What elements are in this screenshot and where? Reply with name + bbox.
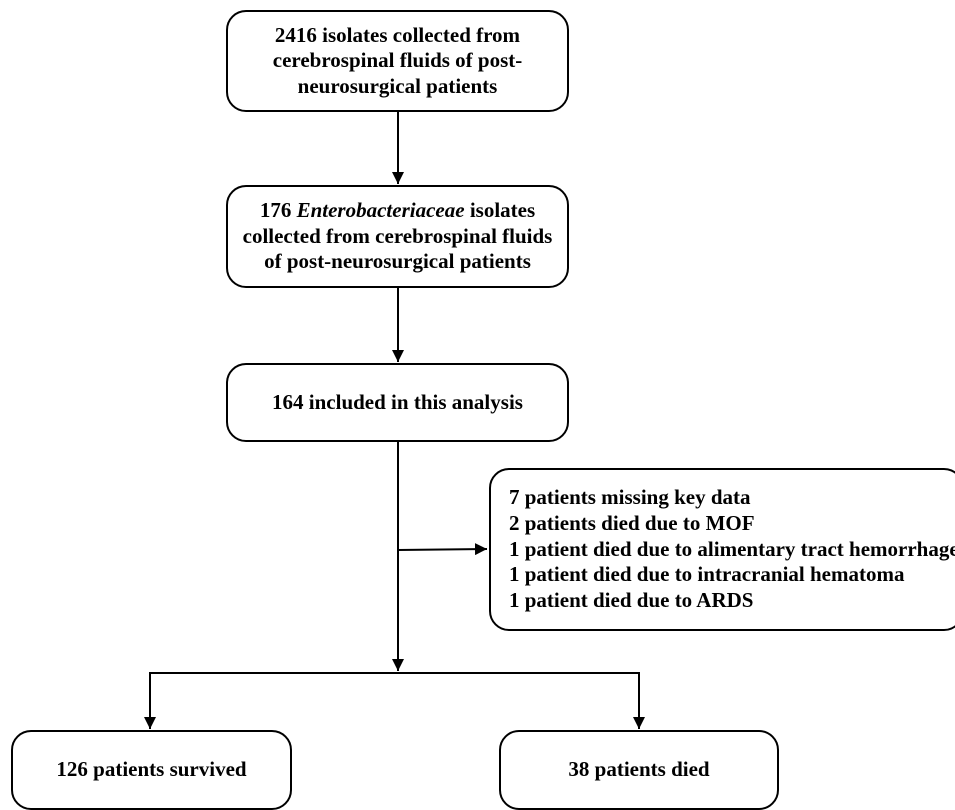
node-included-analysis: 164 included in this analysis	[226, 363, 569, 442]
isolate-word: isolates	[464, 198, 536, 223]
edge-to-excluded	[397, 543, 488, 556]
exclusion-item: 1 patient died due to intracranial hemat…	[509, 562, 905, 587]
node-text-line: 126 patients survived	[56, 757, 247, 782]
exclusion-item: 2 patients died due to MOF	[509, 511, 755, 536]
node-text-line: 2416 isolates collected from	[274, 22, 521, 47]
exclusion-item: 7 patients missing key data	[509, 485, 751, 510]
node-isolates-collected: 2416 isolates collected from cerebrospin…	[226, 10, 569, 112]
node-text-line: 176 Enterobacteriaceae isolates	[243, 198, 553, 224]
node-text-line: cerebrospinal fluids of post-	[272, 48, 523, 73]
node-text-line: of post-neurosurgical patients	[264, 249, 531, 274]
node-excluded-patients: 7 patients missing key data 2 patients d…	[489, 468, 955, 631]
node-text-line: collected from cerebrospinal fluids	[242, 223, 553, 248]
node-patients-survived: 126 patients survived	[11, 730, 292, 810]
taxon-name: Enterobacteriaceae	[296, 198, 465, 223]
exclusion-item: 1 patient died due to ARDS	[509, 587, 754, 612]
node-text-line: 38 patients died	[568, 757, 710, 782]
isolate-count: 176	[259, 198, 297, 223]
exclusion-item: 1 patient died due to alimentary tract h…	[509, 536, 955, 561]
node-enterobacteriaceae-isolates: 176 Enterobacteriaceae isolates collecte…	[226, 185, 569, 288]
node-text-line: neurosurgical patients	[297, 73, 498, 98]
node-patients-died: 38 patients died	[499, 730, 779, 810]
node-text-line: 164 included in this analysis	[272, 389, 523, 414]
